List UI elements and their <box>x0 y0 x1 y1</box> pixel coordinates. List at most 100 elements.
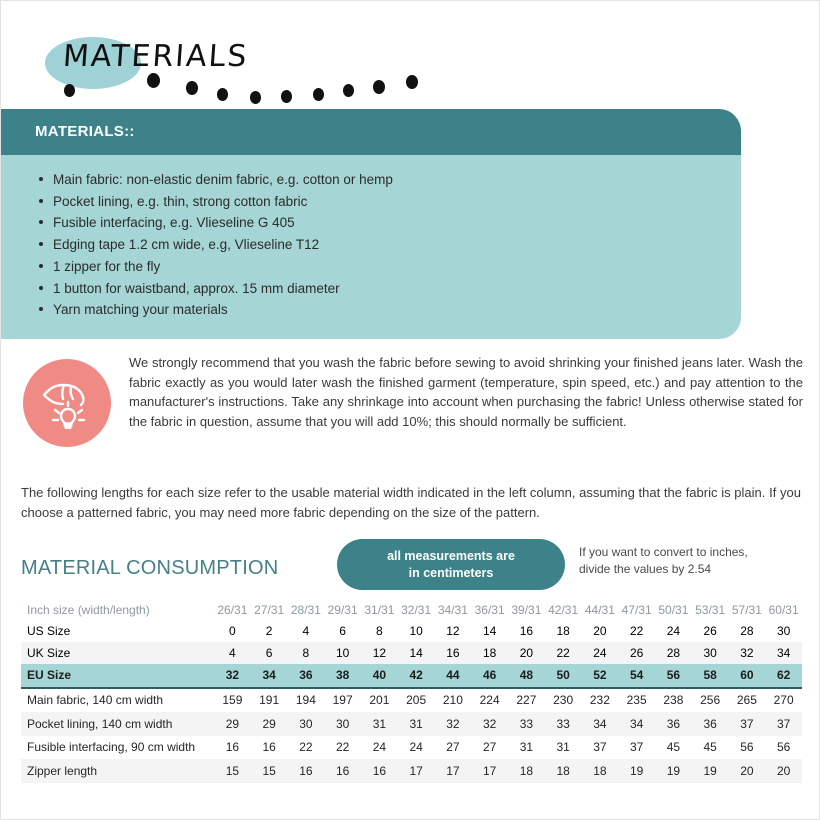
table-cell: 29 <box>225 716 240 731</box>
table-cell: 58 <box>703 668 717 682</box>
table-cell: 33 <box>556 716 570 731</box>
table-cell: 24 <box>593 645 607 660</box>
materials-list-item: Yarn matching your materials <box>39 299 741 321</box>
table-cell: 47/31 <box>621 602 652 617</box>
table-cell: 18 <box>556 763 570 778</box>
table-cell: 22 <box>335 740 350 755</box>
table-cell: 50/31 <box>658 602 689 617</box>
decorative-dot <box>250 91 261 104</box>
table-cell: 38 <box>335 668 350 682</box>
table-cell: 62 <box>776 668 791 682</box>
table-cell: 44/31 <box>584 602 615 617</box>
table-row: UK Size 4 6 8 10 12 14 16 18 20 22 24 26 28 30 32 34 <box>21 642 802 664</box>
table-cell: 16 <box>299 763 313 778</box>
table-cell: 24 <box>372 740 387 755</box>
table-row: Inch size (width/length) 26/31 27/31 28/31 2… <box>21 599 802 621</box>
table-cell: 31 <box>556 740 570 755</box>
table-cell: 16 <box>446 645 460 660</box>
table-cell: 30 <box>776 624 791 639</box>
table-cell: 31/31 <box>364 602 395 617</box>
table-cell: 33 <box>519 716 534 731</box>
unit-badge-line2: in centimeters <box>408 565 494 580</box>
row-label: Zipper length <box>27 763 98 778</box>
table-cell: 17 <box>409 763 423 778</box>
table-cell: 20 <box>519 645 534 660</box>
table-cell: 22 <box>299 740 313 755</box>
table-cell: 60/31 <box>768 602 799 617</box>
table-cell: 34 <box>262 668 276 682</box>
table-cell: 22 <box>629 624 644 639</box>
decorative-dot <box>343 84 354 97</box>
table-cell: 28/31 <box>290 602 321 617</box>
materials-list-item: Fusible interfacing, e.g. Vlieseline G 4… <box>39 212 741 234</box>
table-cell: 224 <box>479 693 500 708</box>
table-cell: 16 <box>262 740 276 755</box>
materials-list-item: Main fabric: non-elastic denim fabric, e… <box>39 169 741 191</box>
table-cell: 52 <box>593 668 607 682</box>
materials-panel: MATERIALS:: Main fabric: non-elastic den… <box>1 109 741 339</box>
lightbulb-head-icon <box>23 359 111 447</box>
table-cell: 26 <box>629 645 644 660</box>
consumption-title: MATERIAL CONSUMPTION <box>21 557 279 579</box>
table-cell: 36 <box>703 716 717 731</box>
unit-badge-line1: all measurements are <box>387 548 515 563</box>
table-cell: 15 <box>225 763 240 778</box>
table-cell: 34 <box>776 645 791 660</box>
table-cell: 29 <box>262 716 276 731</box>
table-cell: 205 <box>406 693 427 708</box>
table-cell: 31 <box>372 716 387 731</box>
tip-block: We strongly recommend that you wash the … <box>1 353 819 447</box>
table-cell: 270 <box>773 693 794 708</box>
table-cell: 191 <box>259 693 280 708</box>
table-cell: 45 <box>666 740 681 755</box>
table-cell: 56 <box>666 668 681 682</box>
materials-header-title: MATERIALS:: <box>35 123 135 140</box>
table-cell: 24 <box>409 740 423 755</box>
table-cell: 42/31 <box>548 602 579 617</box>
table-cell: 37 <box>776 716 791 731</box>
materials-list-item: 1 button for waistband, approx. 15 mm di… <box>39 278 741 300</box>
table-cell: 18 <box>482 645 497 660</box>
decorative-dot <box>313 88 324 101</box>
conversion-note-line2: divide the values by 2.54 <box>579 562 712 576</box>
row-label: UK Size <box>27 645 71 660</box>
table-cell: 32 <box>740 645 754 660</box>
table-cell: 39/31 <box>511 602 542 617</box>
conversion-note: If you want to convert to inches, divide… <box>579 544 809 578</box>
table-cell: 28 <box>740 624 754 639</box>
row-label: EU Size <box>27 668 72 682</box>
table-cell: 0 <box>229 624 236 639</box>
materials-panel-header: MATERIALS:: <box>1 109 741 155</box>
table-cell: 34 <box>593 716 607 731</box>
table-cell: 50 <box>556 668 570 682</box>
decorative-dot <box>281 90 292 103</box>
table-cell: 32 <box>446 716 460 731</box>
table-row: Zipper length 15 15 16 16 16 17 17 17 18 18 18 19 19 1… <box>21 759 802 783</box>
consumption-heading-row: MATERIAL CONSUMPTION all measurements ar… <box>1 537 819 595</box>
table-cell: 16 <box>519 624 534 639</box>
table-cell: 30 <box>299 716 313 731</box>
table-cell: 20 <box>740 763 754 778</box>
table-cell: 45 <box>703 740 717 755</box>
table-cell: 18 <box>593 763 607 778</box>
row-label: Inch size (width/length) <box>27 602 150 617</box>
table-cell: 48 <box>519 668 534 682</box>
table-cell: 60 <box>740 668 754 682</box>
table-row: US Size 0 2 4 6 8 10 12 14 16 18 20 22 24 26 28 30 <box>21 620 802 642</box>
table-cell: 24 <box>666 624 681 639</box>
table-cell: 210 <box>442 693 463 708</box>
table-cell: 31 <box>409 716 423 731</box>
table-cell: 8 <box>302 645 310 660</box>
table-cell: 230 <box>553 693 574 708</box>
table-cell: 10 <box>409 624 423 639</box>
table-cell: 159 <box>222 693 243 708</box>
unit-badge: all measurements are in centimeters <box>337 539 565 590</box>
materials-list-item: 1 zipper for the fly <box>39 256 741 278</box>
decorative-dot <box>147 73 160 88</box>
table-row: Fusible interfacing, 90 cm width 16 16 22 22… <box>21 735 802 759</box>
table-cell: 36 <box>299 668 313 682</box>
table-cell: 31 <box>519 740 534 755</box>
table-cell: 235 <box>626 693 647 708</box>
table-cell: 16 <box>225 740 240 755</box>
table-cell: 265 <box>736 693 757 708</box>
